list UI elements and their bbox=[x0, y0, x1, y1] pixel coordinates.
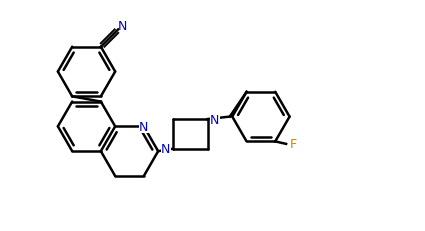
Text: F: F bbox=[289, 138, 297, 151]
Text: N: N bbox=[117, 20, 127, 33]
Text: N: N bbox=[210, 113, 219, 126]
Text: N: N bbox=[139, 120, 148, 133]
Text: N: N bbox=[161, 143, 170, 155]
